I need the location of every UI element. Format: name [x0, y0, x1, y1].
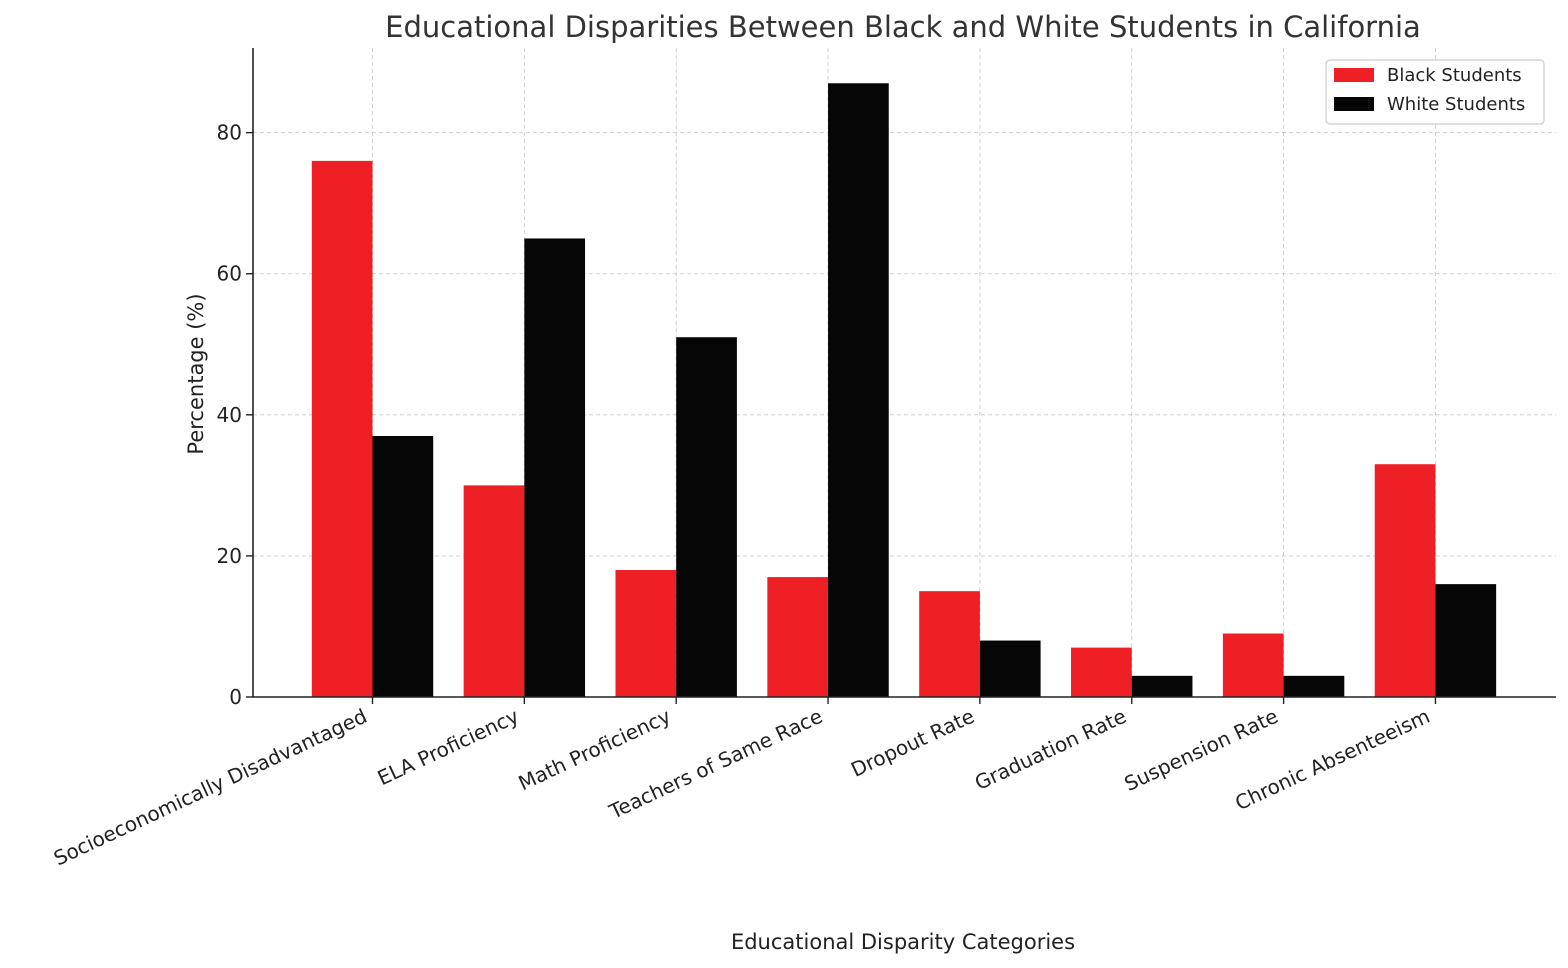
bar-white-students — [979, 640, 1041, 697]
x-tick-label: Socioeconomically Disadvantaged — [50, 704, 371, 871]
bar-black-students — [1222, 633, 1284, 697]
bars — [311, 83, 1497, 698]
bar-black-students — [615, 570, 677, 697]
bar-black-students — [919, 591, 980, 697]
legend-label-black-students: Black Students — [1387, 65, 1522, 86]
y-axis-title: Percentage (%) — [184, 293, 208, 454]
legend-swatch-black-students — [1334, 68, 1374, 82]
bar-white-students — [828, 83, 889, 698]
bar-white-students — [1435, 584, 1497, 697]
legend: Black Students White Students — [1325, 59, 1545, 125]
legend-box — [1325, 59, 1545, 125]
bar-white-students — [1131, 675, 1193, 697]
bar-white-students — [372, 435, 434, 697]
y-tick-label: 60 — [217, 262, 242, 286]
bar-black-students — [311, 160, 373, 697]
bar-black-students — [463, 485, 525, 697]
bar-black-students — [767, 577, 829, 697]
bar-white-students — [676, 337, 737, 697]
y-tick-label: 20 — [217, 544, 242, 568]
legend-label-white-students: White Students — [1387, 94, 1525, 115]
y-tick-label: 40 — [217, 403, 242, 427]
axes — [252, 48, 1556, 698]
y-tick-labels: 0 20 40 60 80 — [217, 121, 253, 709]
bar-black-students — [1071, 647, 1132, 697]
y-tick-label: 0 — [229, 685, 242, 709]
x-tick-labels: Socioeconomically Disadvantaged ELA Profi… — [50, 697, 1437, 871]
legend-swatch-white-students — [1334, 97, 1374, 111]
x-tick-label: Graduation Rate — [971, 704, 1130, 795]
grid — [253, 48, 1556, 697]
chart-title: Educational Disparities Between Black an… — [385, 10, 1421, 44]
x-tick-label: Dropout Rate — [847, 704, 978, 782]
bar-black-students — [1374, 464, 1436, 697]
bar-white-students — [1283, 675, 1345, 697]
x-tick-label: ELA Proficiency — [374, 704, 523, 790]
x-axis-title: Educational Disparity Categories — [731, 930, 1075, 954]
y-tick-label: 80 — [217, 121, 242, 145]
bar-white-students — [524, 238, 586, 697]
